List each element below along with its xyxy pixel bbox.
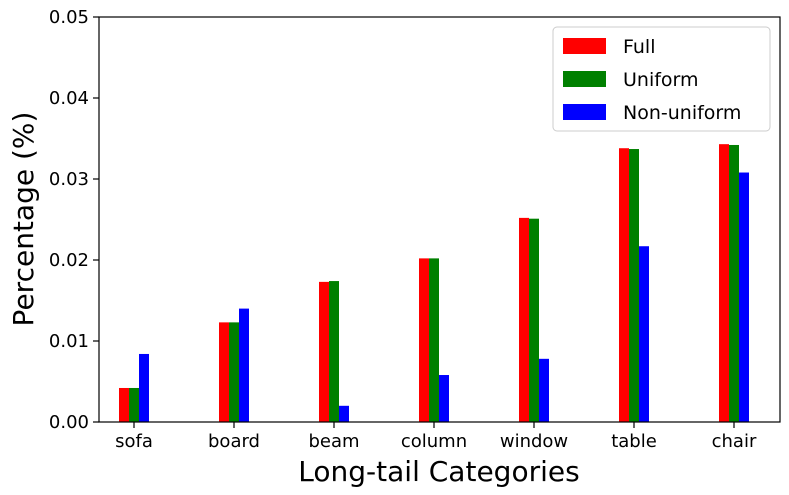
legend: Full Uniform Non-uniform [552,26,771,132]
x-tick-label-board: board [208,431,260,452]
bar-non-uniform-chair [739,172,749,422]
x-axis: sofa board beam column window table chair [115,422,757,452]
bar-uniform-column [429,258,439,422]
bar-full-window [519,217,529,422]
y-axis: 0.00 0.01 0.02 0.03 0.04 0.05 [49,7,99,433]
x-tick-label-sofa: sofa [115,431,153,452]
legend-swatch-uniform [563,71,606,87]
bar-full-column [419,258,429,422]
bar-non-uniform-window [539,358,549,422]
y-tick-label: 0.01 [49,331,89,352]
legend-label-non-uniform: Non-uniform [623,102,741,124]
bar-uniform-sofa [129,387,139,422]
legend-swatch-non-uniform [563,104,606,120]
legend-swatch-full [563,38,606,54]
x-tick-label-table: table [611,431,657,452]
bar-full-beam [319,281,329,422]
legend-label-full: Full [623,36,656,58]
bar-non-uniform-board [239,308,249,422]
bar-uniform-table [629,149,639,422]
x-tick-label-column: column [401,431,467,452]
x-tick-label-beam: beam [308,431,359,452]
bar-uniform-chair [729,144,739,423]
bar-uniform-board [229,322,239,422]
y-tick-label: 0.03 [49,169,89,190]
y-axis-title: Percentage (%) [7,112,40,327]
legend-frame [552,26,771,132]
bar-full-table [619,148,629,422]
y-tick-label: 0.05 [49,7,89,28]
x-axis-title: Long-tail Categories [298,455,579,488]
x-tick-label-chair: chair [712,431,757,452]
bar-uniform-beam [329,281,339,422]
y-tick-label: 0.02 [49,250,89,271]
x-tick-label-window: window [500,431,568,452]
bar-full-board [219,322,229,422]
plot-frame [98,16,781,423]
bar-non-uniform-table [639,246,649,422]
legend-items: Full Uniform Non-uniform [563,36,741,124]
y-tick-label: 0.04 [49,88,89,109]
legend-label-uniform: Uniform [623,69,699,91]
bars-layer [119,144,749,423]
bar-non-uniform-column [439,375,449,422]
bar-uniform-window [529,218,539,422]
bar-full-sofa [119,387,129,422]
y-tick-label: 0.00 [49,412,89,433]
bar-full-chair [719,144,729,423]
bar-non-uniform-sofa [139,353,149,422]
bar-non-uniform-beam [339,405,349,422]
